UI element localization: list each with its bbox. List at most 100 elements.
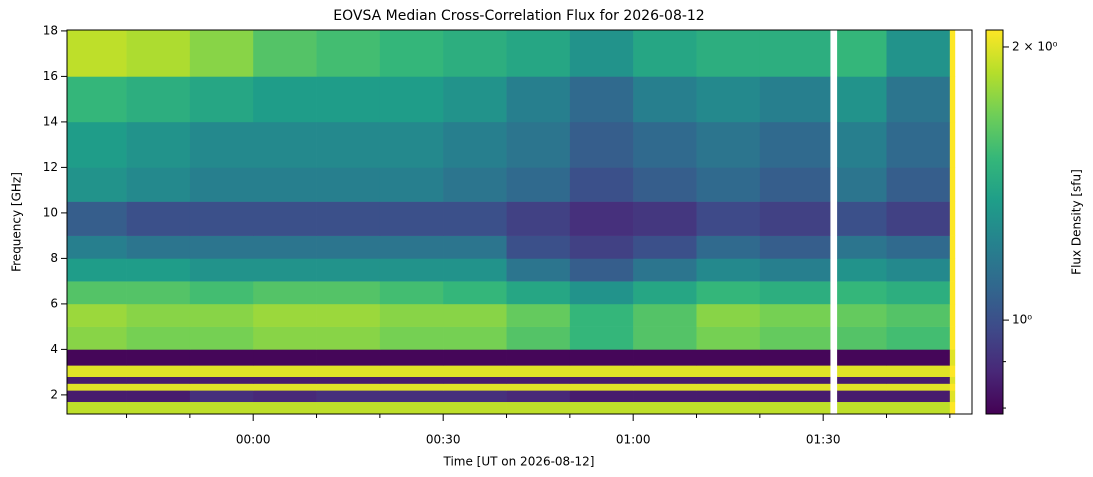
heatmap-cell (316, 281, 381, 305)
colorbar-tick-label: 2 × 10⁰ (1012, 39, 1058, 53)
heatmap-cell (379, 383, 444, 391)
heatmap-cell (886, 303, 951, 327)
heatmap-cell (443, 235, 507, 259)
heatmap-cell (189, 281, 254, 305)
heatmap-cell (506, 326, 571, 350)
heatmap-cell (759, 235, 831, 259)
heatmap-cell (759, 303, 831, 327)
heatmap-cell (886, 201, 951, 236)
heatmap-cell (379, 201, 444, 236)
heatmap-cell (189, 121, 254, 168)
heatmap-cell (67, 326, 127, 350)
heatmap-cell (253, 167, 317, 202)
heatmap-cell (949, 121, 956, 168)
heatmap-cell (126, 201, 191, 236)
heatmap-cell (126, 167, 191, 202)
heatmap-cell (316, 326, 381, 350)
heatmap-cell (949, 390, 956, 403)
heatmap-cell (696, 390, 761, 403)
heatmap-cell (633, 349, 697, 366)
heatmap-cell (569, 349, 634, 366)
heatmap-cell (569, 303, 634, 327)
heatmap-cell (837, 121, 887, 168)
x-tick-label: 01:00 (616, 433, 651, 447)
heatmap-cell (696, 365, 761, 377)
heatmap-cell (837, 349, 887, 366)
heatmap-cell (67, 349, 127, 366)
heatmap-cell (696, 30, 761, 77)
heatmap-cell (949, 30, 956, 77)
heatmap-cell (506, 383, 571, 391)
heatmap-cell (886, 167, 951, 202)
heatmap-cell (189, 235, 254, 259)
heatmap-cell (443, 258, 507, 282)
heatmap-cell (379, 258, 444, 282)
heatmap-cell (253, 258, 317, 282)
heatmap-cell (379, 401, 444, 415)
heatmap-cell (633, 326, 697, 350)
heatmap-cell (569, 383, 634, 391)
heatmap-cell (506, 258, 571, 282)
heatmap-cell (126, 383, 191, 391)
heatmap-cell (316, 258, 381, 282)
colorbar-label: Flux Density [sfu] (1070, 169, 1084, 275)
heatmap-cell (126, 349, 191, 366)
heatmap-cell (253, 390, 317, 403)
heatmap-cell (379, 121, 444, 168)
heatmap-cell (67, 121, 127, 168)
heatmap-cell (759, 390, 831, 403)
heatmap-cell (189, 390, 254, 403)
heatmap-cell (316, 121, 381, 168)
heatmap-cell (949, 365, 956, 377)
heatmap-cell (886, 365, 951, 377)
heatmap-cell (316, 365, 381, 377)
heatmap-cell (126, 303, 191, 327)
y-tick-label: 6 (50, 296, 58, 310)
heatmap-cell (696, 376, 761, 384)
heatmap-cell (253, 30, 317, 77)
heatmap-cell (67, 30, 127, 77)
heatmap-cell (189, 401, 254, 415)
heatmap-cell (316, 76, 381, 123)
heatmap-cell (633, 30, 697, 77)
heatmap-cell (569, 30, 634, 77)
heatmap-cell (316, 376, 381, 384)
heatmap-cell (67, 281, 127, 305)
heatmap-cell (67, 235, 127, 259)
heatmap-cell (837, 76, 887, 123)
heatmap-cell (633, 365, 697, 377)
heatmap-cell (837, 376, 887, 384)
heatmap-cell (126, 401, 191, 415)
heatmap-cell (67, 303, 127, 327)
heatmap-cell (633, 281, 697, 305)
heatmap-cell (67, 76, 127, 123)
heatmap-cell (506, 349, 571, 366)
heatmap-cell (253, 281, 317, 305)
heatmap-cell (189, 30, 254, 77)
heatmap-cell (949, 349, 956, 366)
heatmap-cell (949, 281, 956, 305)
heatmap-cell (253, 401, 317, 415)
heatmap-cell (886, 326, 951, 350)
heatmap-cell (837, 281, 887, 305)
heatmap-cell (189, 376, 254, 384)
heatmap-cell (696, 167, 761, 202)
heatmap-cell (837, 401, 887, 415)
heatmap-cell (253, 235, 317, 259)
heatmap-cell (759, 365, 831, 377)
heatmap-cell (189, 76, 254, 123)
heatmap-cell (506, 303, 571, 327)
heatmap-cell (253, 349, 317, 366)
heatmap-cell (379, 365, 444, 377)
heatmap-cell (253, 365, 317, 377)
heatmap-cell (506, 201, 571, 236)
heatmap-cell (949, 326, 956, 350)
heatmap-cell (506, 390, 571, 403)
heatmap-cell (379, 349, 444, 366)
y-tick-label: 10 (43, 205, 58, 219)
x-tick-label: 00:30 (426, 433, 461, 447)
heatmap-cell (67, 390, 127, 403)
heatmap-cell (316, 390, 381, 403)
heatmap-cell (633, 376, 697, 384)
